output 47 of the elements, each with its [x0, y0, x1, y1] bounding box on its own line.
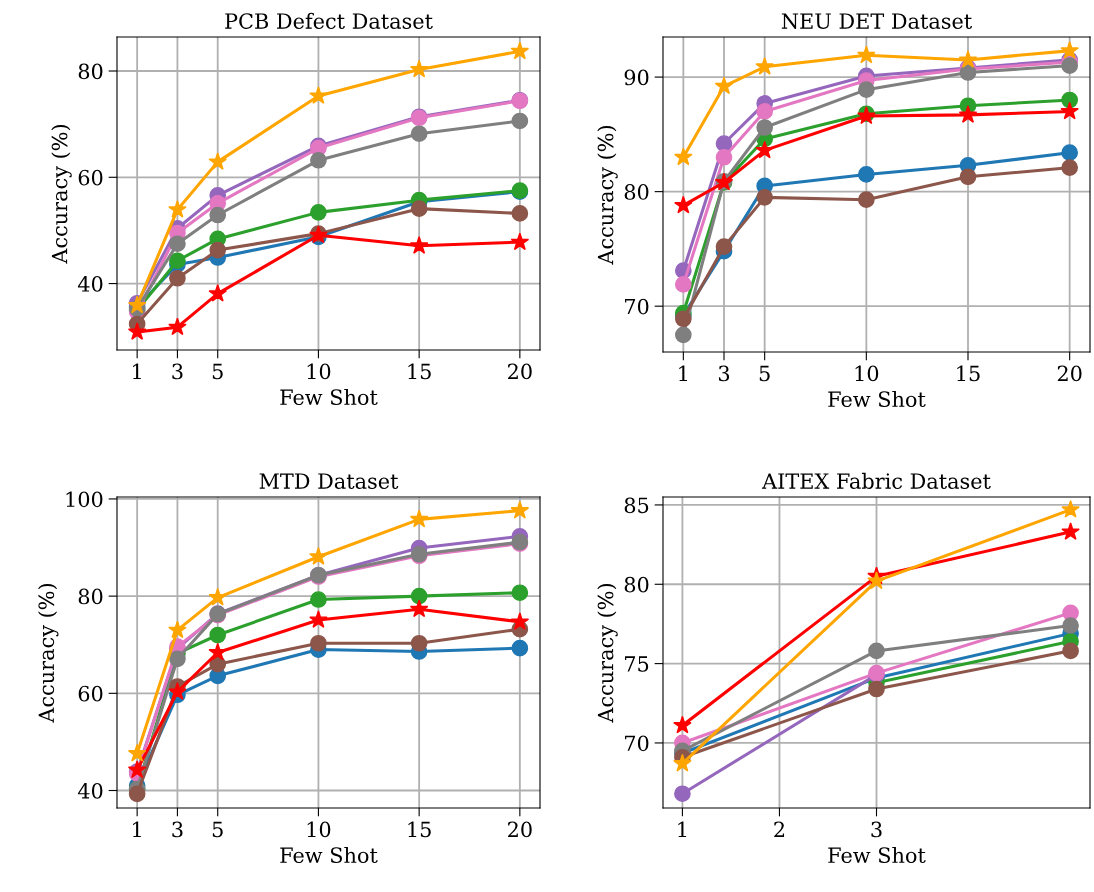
y-tick-label: 100 — [66, 491, 103, 508]
y-tick-label: 80 — [78, 588, 103, 605]
x-tick-label: 3 — [172, 363, 183, 380]
y-tick-label: 80 — [78, 63, 103, 80]
x-tick-label: 3 — [172, 821, 183, 838]
x-tick-label: 5 — [212, 821, 223, 838]
x-tick-label: 2 — [774, 821, 785, 838]
x-axis-title: Few Shot — [828, 390, 926, 408]
y-axis-title: Accuracy (%) — [51, 125, 72, 264]
y-tick-label: 80 — [624, 184, 649, 200]
x-tick-label: 10 — [307, 821, 331, 838]
y-tick-label: 90 — [624, 69, 649, 86]
chart-title: PCB Defect Dataset — [225, 12, 433, 29]
x-tick-label: 20 — [508, 363, 532, 380]
y-tick-label: 60 — [78, 685, 103, 702]
x-tick-label: 5 — [212, 363, 223, 380]
x-tick-label: 3 — [718, 365, 730, 382]
x-tick-label: 5 — [759, 365, 770, 382]
y-axis-title: Accuracy (%) — [597, 126, 618, 265]
y-tick-label: 80 — [624, 576, 649, 593]
y-tick-label: 40 — [77, 782, 103, 799]
x-tick-label: 1 — [678, 821, 687, 838]
x-axis-title: Few Shot — [280, 846, 378, 864]
x-tick-label: 20 — [1057, 365, 1082, 382]
chart-title: NEU DET Dataset — [781, 13, 973, 29]
chart-title: AITEX Fabric Dataset — [761, 472, 991, 489]
x-axis-title: Few Shot — [280, 388, 378, 406]
y-tick-label: 40 — [77, 276, 103, 292]
y-tick-label: 60 — [78, 169, 103, 186]
x-tick-label: 10 — [307, 363, 331, 380]
x-tick-label: 10 — [855, 365, 879, 382]
x-tick-label: 3 — [871, 821, 882, 838]
x-tick-label: 15 — [408, 821, 431, 838]
x-axis-title: Few Shot — [828, 846, 926, 864]
x-tick-label: 20 — [508, 821, 532, 838]
y-tick-label: 75 — [625, 656, 649, 672]
x-tick-label: 1 — [133, 821, 141, 838]
y-tick-label: 85 — [624, 497, 649, 514]
x-tick-label: 15 — [408, 363, 431, 380]
y-tick-label: 70 — [625, 298, 649, 315]
x-tick-label: 1 — [133, 363, 141, 380]
y-axis-title: Accuracy (%) — [597, 584, 618, 723]
x-tick-label: 1 — [679, 365, 687, 382]
y-tick-label: 70 — [625, 735, 649, 752]
y-axis-title: Accuracy (%) — [38, 584, 59, 723]
chart-title: MTD Dataset — [259, 473, 399, 489]
x-tick-label: 15 — [957, 365, 980, 382]
